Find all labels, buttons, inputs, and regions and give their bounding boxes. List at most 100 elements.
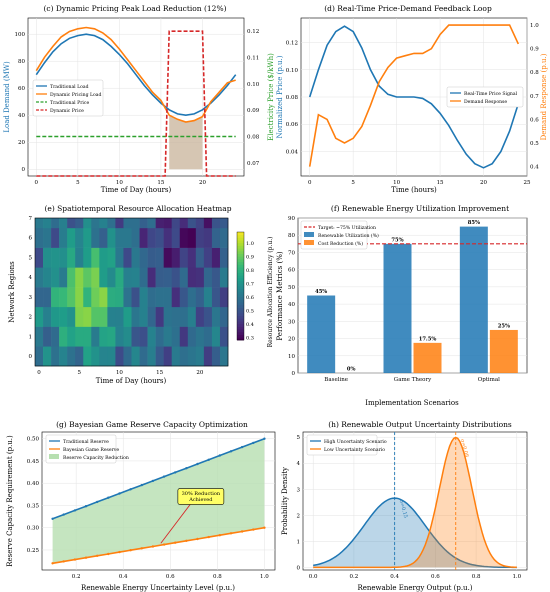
chart-c-legend-box <box>32 79 104 117</box>
chart-d-y2tick: 0.6 <box>530 117 539 123</box>
chart-e-cell <box>187 306 197 327</box>
chart-f-ytick: 20 <box>288 337 295 343</box>
chart-c-title: (c) Dynamic Pricing Peak Load Reduction … <box>43 4 226 13</box>
chart-g-point <box>140 547 143 550</box>
chart-e-cell <box>195 227 205 248</box>
chart-e-cell <box>67 287 76 308</box>
chart-g-point <box>107 496 110 499</box>
chart-e-cell <box>51 346 60 367</box>
chart-e-cell <box>99 326 108 347</box>
chart-h-curve <box>313 436 517 569</box>
chart-d-ytick: 0.06 <box>286 122 299 128</box>
chart-f-xtick: Baseline <box>324 377 348 383</box>
chart-g-point <box>229 450 233 453</box>
chart-e-ytick: 6 <box>29 236 33 242</box>
chart-g-point <box>240 530 244 533</box>
chart-g-point <box>207 535 210 539</box>
panel-f: (f) Renewable Energy Utilization Improve… <box>276 204 528 407</box>
chart-e-cell <box>43 287 52 308</box>
chart-e-cell <box>43 326 52 347</box>
chart-h-legend-box <box>306 434 378 456</box>
chart-h-legend: High Uncertainty Scenario Low Uncertainty… <box>306 434 387 456</box>
chart-e-cbar-step <box>237 310 244 314</box>
chart-e-cell <box>75 287 84 308</box>
chart-e-cell <box>155 247 164 268</box>
chart-e-cell <box>139 306 148 327</box>
chart-e-cell <box>187 218 197 229</box>
chart-h-ytick: 1 <box>297 539 301 545</box>
chart-e-xtick: 10 <box>116 370 123 376</box>
chart-g-legend: Traditional Reserve Bayesian Game Reserve… <box>45 434 129 464</box>
chart-e-cell <box>179 287 189 308</box>
chart-e-cell <box>83 326 92 347</box>
chart-e-cell <box>139 326 148 347</box>
chart-e-ytick: 0 <box>29 354 33 360</box>
chart-e-cell <box>43 306 52 327</box>
chart-g-point <box>118 550 121 554</box>
chart-g-legend-label: Bayesian Game Reserve <box>63 447 119 453</box>
chart-d-legend-label: Real-Time Price Signal <box>464 91 518 97</box>
chart-e-cell <box>83 346 92 367</box>
chart-g-xlabel: Renewable Energy Uncertainty Level (p.u.… <box>81 584 235 592</box>
chart-c-xtick: 15 <box>157 180 164 186</box>
chart-c-y2label: Electricity Price ($/kWh) <box>267 53 275 141</box>
chart-g-reduction-area <box>52 438 265 564</box>
chart-g-point <box>185 539 188 542</box>
chart-g-legend-swatch <box>49 454 59 459</box>
chart-e-cell <box>171 326 181 347</box>
chart-e-cbar-step <box>237 245 244 249</box>
chart-c-ylabel: Load Demand (MW) <box>3 61 11 133</box>
chart-e-cbar-label: Resource Allocation Efficiency (p.u.) <box>267 237 274 348</box>
chart-c-y2tick: 0.07 <box>247 161 260 167</box>
chart-e-cell <box>131 247 140 268</box>
chart-e-cbar-tick: 0.5 <box>246 308 254 314</box>
chart-d-xtick: 10 <box>393 180 400 186</box>
chart-g-point <box>252 441 255 445</box>
chart-c-legend-label: Dynamic Pricing Load <box>50 92 102 98</box>
chart-g-point <box>162 543 166 546</box>
chart-e-cell <box>91 346 100 367</box>
chart-e-cell <box>131 346 140 367</box>
chart-e-cell <box>83 218 92 229</box>
chart-g-ytick: 0.25 <box>27 548 40 554</box>
chart-e-cell <box>43 267 52 288</box>
chart-e-cell <box>187 326 197 347</box>
chart-g-point <box>51 562 54 565</box>
chart-g-xtick: 0.2 <box>72 574 81 580</box>
chart-c-xtick: 0 <box>35 180 39 186</box>
chart-e-cell <box>75 247 84 268</box>
chart-g-point <box>96 554 99 557</box>
chart-h-xtick: 0.6 <box>431 574 440 580</box>
chart-e-cell <box>123 326 132 347</box>
chart-e-cbar-tick: 1.0 <box>246 241 254 247</box>
chart-e-cbar-step <box>237 242 244 246</box>
chart-g-point <box>129 549 132 552</box>
chart-e-cbar-step <box>237 259 244 263</box>
panel-c: (c) Dynamic Pricing Peak Load Reduction … <box>3 4 275 194</box>
chart-e-cell <box>203 287 213 308</box>
chart-d-ytick: 0.12 <box>286 41 298 47</box>
chart-e-cell <box>171 247 181 268</box>
chart-e-cell <box>203 218 213 229</box>
chart-g-point <box>118 492 121 495</box>
chart-e-cell <box>147 247 156 268</box>
chart-c-ytick: 100 <box>15 32 26 38</box>
chart-e-ytick: 2 <box>29 315 33 321</box>
chart-c-reduction-area <box>169 115 203 170</box>
chart-g-xtick: 0.8 <box>213 574 222 580</box>
chart-e-cell <box>91 247 100 268</box>
chart-e-cell <box>203 346 213 367</box>
chart-d-y2tick: 0.9 <box>530 47 539 53</box>
chart-e-cell <box>75 346 84 367</box>
chart-e-cell <box>163 287 173 308</box>
chart-e-cell <box>211 306 221 327</box>
chart-g-ytick: 0.30 <box>27 526 40 532</box>
chart-e-cell <box>187 346 197 367</box>
chart-e-cbar-step <box>237 326 244 330</box>
chart-e-cell <box>179 306 189 327</box>
chart-f-bar-label: 85% <box>468 220 480 226</box>
chart-e-cell <box>75 326 84 347</box>
chart-g-point <box>196 462 199 466</box>
chart-e-cell <box>51 227 60 248</box>
chart-h-ytick: 2 <box>297 513 301 519</box>
